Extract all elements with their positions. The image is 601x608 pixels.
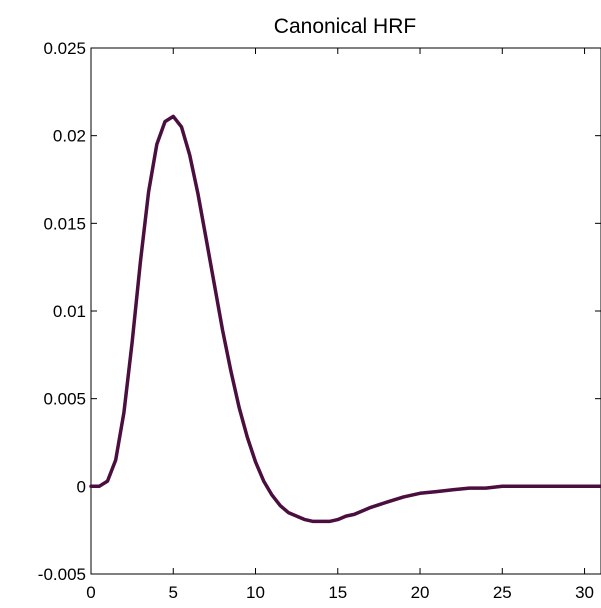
plot-area <box>90 47 601 575</box>
y-tick-label: 0 <box>77 477 86 496</box>
y-tick-label: 0.01 <box>53 302 86 321</box>
x-tick-label: 15 <box>328 583 347 602</box>
chart-title: Canonical HRF <box>274 15 416 38</box>
series-layer <box>89 114 601 524</box>
x-axis: 0 5 10 15 20 25 30 <box>86 48 594 602</box>
hrf-series-line <box>89 114 601 524</box>
y-axis: -0.005 0 0.005 0.01 0.015 0.02 0.025 <box>38 39 601 584</box>
y-tick-label: 0.02 <box>53 127 86 146</box>
x-tick-label: 5 <box>169 583 178 602</box>
x-tick-label: 0 <box>86 583 95 602</box>
x-tick-label: 10 <box>246 583 265 602</box>
y-tick-label: 0.015 <box>43 214 86 233</box>
y-tick-label: 0.025 <box>43 39 86 58</box>
x-tick-label: 25 <box>493 583 512 602</box>
x-tick-label: 20 <box>411 583 430 602</box>
x-tick-label: 30 <box>575 583 594 602</box>
y-tick-label: 0.005 <box>43 390 86 409</box>
y-tick-label: -0.005 <box>38 565 86 584</box>
